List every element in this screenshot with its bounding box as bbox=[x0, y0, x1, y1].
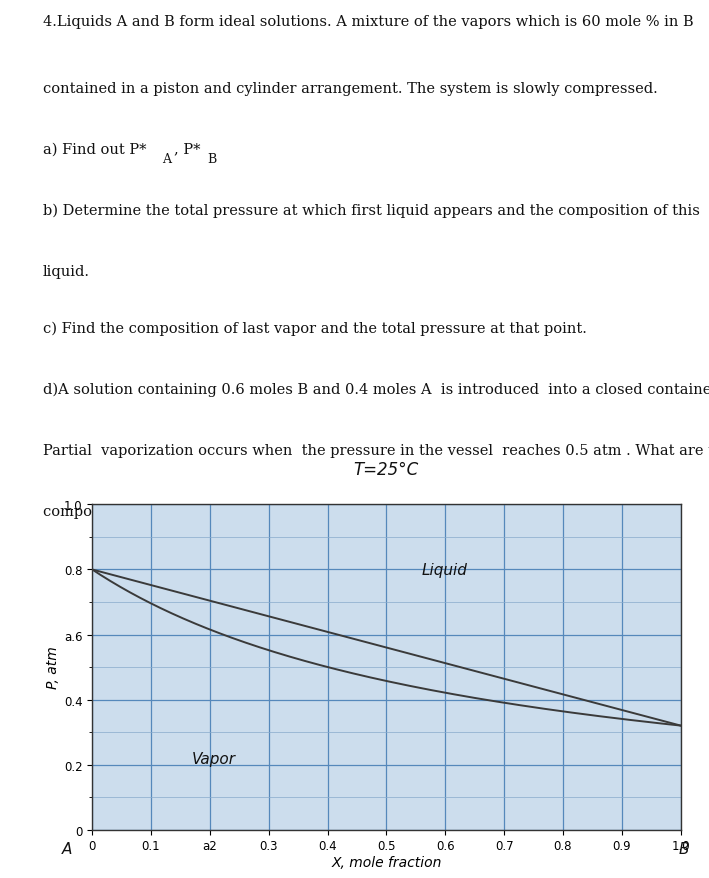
Text: c) Find the composition of last vapor and the total pressure at that point.: c) Find the composition of last vapor an… bbox=[43, 320, 586, 335]
Text: a) Find out P*: a) Find out P* bbox=[43, 142, 146, 156]
Text: A: A bbox=[62, 841, 72, 857]
Text: Partial  vaporization occurs when  the pressure in the vessel  reaches 0.5 atm .: Partial vaporization occurs when the pre… bbox=[43, 443, 709, 457]
Text: Vapor: Vapor bbox=[192, 751, 236, 766]
Text: b) Determine the total pressure at which first liquid appears and the compositio: b) Determine the total pressure at which… bbox=[43, 204, 699, 218]
Text: B: B bbox=[679, 841, 689, 857]
Text: T=25°C: T=25°C bbox=[354, 461, 419, 479]
Text: B: B bbox=[207, 153, 216, 166]
Text: contained in a piston and cylinder arrangement. The system is slowly compressed.: contained in a piston and cylinder arran… bbox=[43, 82, 657, 96]
Text: A: A bbox=[162, 153, 171, 166]
X-axis label: X, mole fraction: X, mole fraction bbox=[331, 855, 442, 869]
Text: d)A solution containing 0.6 moles B and 0.4 moles A  is introduced  into a close: d)A solution containing 0.6 moles B and … bbox=[43, 382, 709, 396]
Text: liquid.: liquid. bbox=[43, 265, 89, 279]
Text: compositions and the amount of the vapor  (nᵥ)  and the residual liquid (nₗ): compositions and the amount of the vapor… bbox=[43, 504, 598, 519]
Y-axis label: P, atm: P, atm bbox=[45, 646, 60, 688]
Text: 4.Liquids A and B form ideal solutions. A mixture of the vapors which is 60 mole: 4.Liquids A and B form ideal solutions. … bbox=[43, 15, 693, 29]
Text: , P*: , P* bbox=[174, 142, 200, 156]
Text: Liquid: Liquid bbox=[422, 562, 468, 578]
